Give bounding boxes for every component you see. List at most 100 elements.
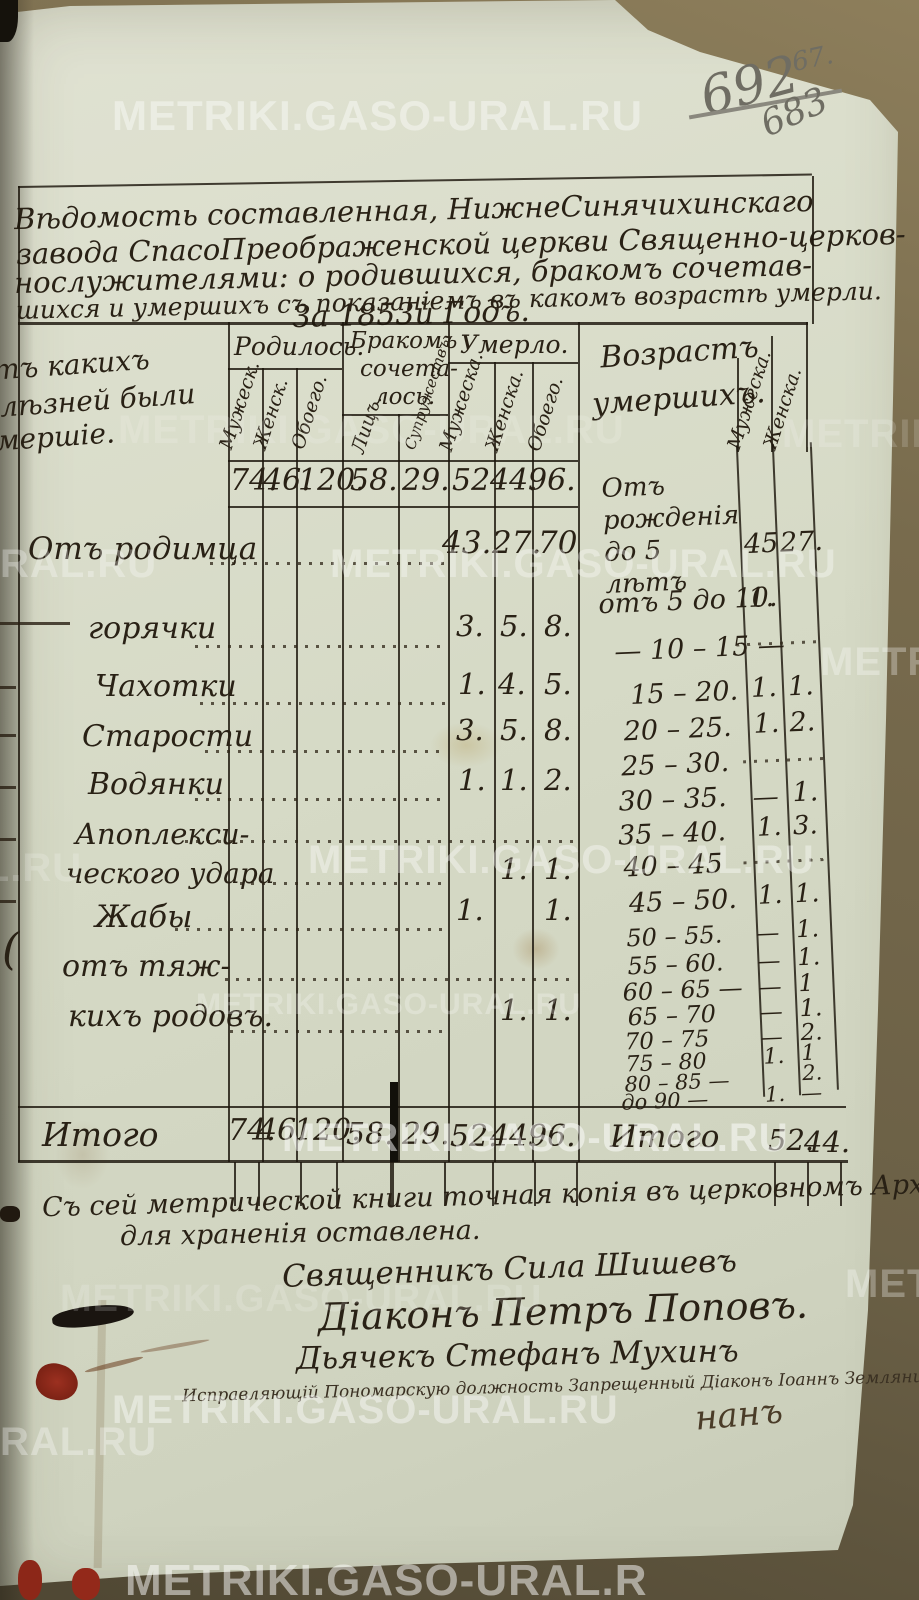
watermark: METRIKI.GASO-URAL.RU: [196, 988, 581, 1021]
table-line: [18, 186, 20, 1162]
margin-dash: [0, 900, 16, 903]
age-value-female: 1.: [794, 878, 821, 910]
cause-row-label: ческого удара: [66, 857, 275, 890]
cause-value-male: 1.: [458, 763, 486, 797]
table-line: [448, 362, 578, 364]
dotted-leader: [195, 645, 445, 648]
cause-value-male: 1.: [456, 893, 484, 927]
col-group-married-title-line: лось.: [374, 384, 436, 410]
itogo-age-male: 52.: [768, 1123, 815, 1157]
margin-dash: [0, 686, 16, 689]
cause-row-label: Старости: [82, 719, 254, 754]
cause-row-label: отъ тяж-: [62, 949, 231, 984]
watermark: METRIKI.GASO-URAL.RU: [118, 408, 625, 452]
table-line-stub: [807, 1162, 809, 1206]
table-line-stub: [300, 1162, 302, 1206]
binding-gutter-shadow: [0, 0, 34, 1600]
age-value-male: 1.: [757, 879, 784, 911]
cause-value-female: 5.: [500, 609, 528, 643]
dotted-leader: [210, 562, 445, 565]
table-line-stub: [390, 1162, 394, 1206]
table-line: [812, 176, 814, 324]
itogo-died-female: 44.: [490, 1119, 538, 1154]
table-line: [771, 336, 773, 452]
dotted-leader: [195, 798, 445, 801]
itogo-married-couples: 29.: [402, 1117, 450, 1152]
age-value-male: 1.: [752, 707, 780, 740]
itogo-born-female: 46.: [258, 1113, 306, 1148]
total-born-male: 74.: [230, 463, 278, 498]
margin-bracket: (: [2, 924, 20, 975]
cause-value-male: 3.: [456, 609, 484, 643]
table-line-stub: [576, 1162, 578, 1206]
itogo-born-male: 74.: [228, 1113, 276, 1148]
table-line-stub: [258, 1162, 260, 1206]
table-line-stub: [492, 1162, 494, 1206]
watermark: METRIKI.GASO-URAL.RU: [60, 1278, 543, 1320]
dotted-leader: [230, 1030, 445, 1033]
table-line: [228, 506, 578, 508]
table-line: [228, 460, 578, 462]
closing-statement-line: для храненія оставлена.: [119, 1214, 481, 1253]
dotted-leader: [225, 978, 575, 981]
cause-value-male: 43.: [442, 525, 492, 561]
age-value-female: 3.: [792, 810, 819, 842]
cause-value-both: 8.: [544, 713, 572, 747]
itogo-born-both: 120.: [294, 1113, 361, 1148]
table-line: [532, 362, 534, 1162]
watermark: METRIKI.GASO-URAL.RU: [308, 838, 815, 882]
age-value-male: 1.: [764, 1081, 786, 1107]
cause-value-female: 1.: [500, 763, 528, 797]
itogo-label-age: Итого: [610, 1119, 720, 1155]
table-line-stub: [336, 1162, 338, 1206]
cause-value-both: 2.: [544, 763, 572, 797]
dotted-leader: [205, 750, 445, 753]
margin-dash: [0, 622, 70, 625]
table-line: [737, 358, 739, 452]
binding-corner-shadow: [0, 0, 18, 42]
age-value-female: 1: [797, 968, 815, 998]
table-line: [262, 368, 264, 1162]
cause-row-label: Отъ родимца: [28, 531, 258, 567]
watermark: RAL.RU: [0, 846, 83, 890]
cause-value-female: 5.: [500, 713, 528, 747]
watermark: METRIKI: [782, 412, 919, 456]
itogo-died-both: 96.: [528, 1119, 576, 1154]
cause-value-both: 70: [538, 525, 578, 561]
table-line: [18, 1160, 848, 1163]
age-value-female: 1.: [795, 914, 820, 944]
dotted-leader: [743, 757, 824, 764]
itogo-died-male: 52.: [450, 1119, 498, 1154]
itogo-age-female: 44.: [804, 1125, 851, 1159]
age-row-label: — 10 – 15 —: [613, 629, 786, 668]
age-value-male: 1.: [756, 811, 783, 843]
margin-dash: [0, 838, 16, 841]
dotted-leader: [185, 840, 575, 843]
table-line-stub: [444, 1162, 446, 1206]
watermark: METRIKI.GASO-URAL.RU: [282, 1116, 789, 1160]
age-value-male: 1.: [762, 1043, 786, 1070]
age-value-male: 1.: [750, 671, 778, 704]
age-value-male: —: [759, 998, 784, 1026]
red-seal-remnant: [72, 1568, 100, 1600]
cause-row-label: Чахотки: [95, 669, 237, 704]
total-died-female: 44.: [490, 463, 538, 498]
margin-dash: [0, 786, 16, 789]
watermark: METRIKI: [820, 640, 919, 684]
age-value-female: 1.: [791, 776, 819, 809]
table-line: [18, 322, 808, 325]
col-group-born-title: Родилось.: [234, 332, 365, 361]
col-group-died-title: Умерло.: [460, 330, 569, 359]
total-died-male: 52: [452, 463, 491, 498]
cause-row-label: Апоплекси-: [75, 817, 250, 851]
watermark: RAL.RU: [0, 542, 158, 586]
table-line-stub: [534, 1162, 536, 1206]
age-row-label: 25 – 30.: [620, 746, 730, 783]
cause-value-both: 8.: [544, 609, 572, 643]
paper-stain: [430, 722, 502, 768]
dotted-leader: [175, 928, 445, 931]
cause-value-female: 1.: [500, 852, 528, 886]
age-value-female: 1.: [796, 942, 821, 972]
paper-stain: [55, 1120, 110, 1190]
total-born-female: 46.: [263, 463, 311, 498]
